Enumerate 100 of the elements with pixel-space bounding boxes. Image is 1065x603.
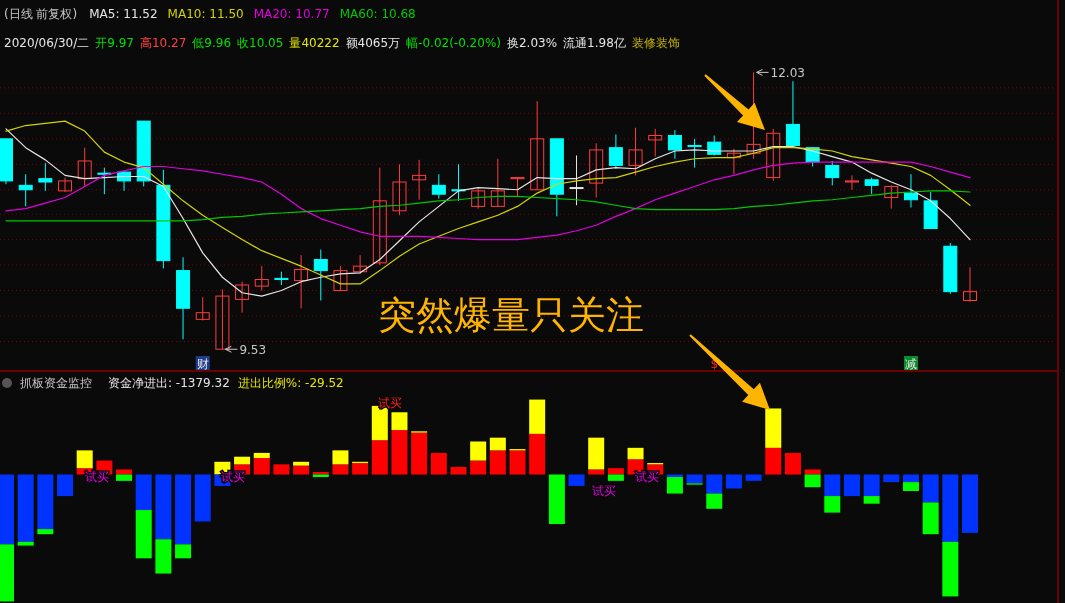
bar bbox=[804, 469, 821, 475]
candlestick bbox=[490, 158, 505, 207]
candlestick bbox=[195, 296, 210, 321]
candlestick bbox=[628, 127, 643, 176]
candlestick bbox=[392, 163, 407, 216]
bar bbox=[352, 463, 369, 475]
bar bbox=[902, 474, 919, 483]
bar bbox=[863, 474, 880, 497]
candlestick bbox=[844, 174, 859, 191]
bar bbox=[332, 464, 349, 475]
bar bbox=[627, 447, 644, 460]
bar bbox=[489, 437, 506, 451]
bar bbox=[686, 474, 703, 484]
bar bbox=[135, 474, 152, 511]
bar bbox=[293, 461, 310, 466]
candlestick bbox=[18, 173, 33, 207]
bar bbox=[509, 450, 526, 475]
text: MA5: 11.52 bbox=[89, 7, 158, 21]
bar bbox=[922, 502, 939, 535]
bar bbox=[135, 510, 152, 559]
candlestick bbox=[648, 128, 663, 158]
candlestick bbox=[766, 128, 781, 182]
text: 资金净进出: -1379.32 bbox=[108, 376, 230, 390]
annotation: 试买 bbox=[592, 484, 616, 498]
bar bbox=[725, 474, 742, 489]
bar bbox=[883, 474, 900, 483]
bar bbox=[76, 450, 93, 469]
bar bbox=[293, 465, 310, 475]
text: MA20: 10.77 bbox=[253, 7, 330, 21]
candlestick bbox=[726, 148, 741, 175]
text: 额4065万 bbox=[345, 36, 401, 50]
bar bbox=[588, 437, 605, 470]
bar bbox=[607, 474, 624, 481]
text: 幅-0.02(-0.20%) bbox=[406, 36, 501, 50]
bar bbox=[175, 474, 192, 545]
candlestick bbox=[235, 281, 250, 314]
annotation: 12.03 bbox=[770, 66, 805, 81]
bar bbox=[784, 452, 801, 475]
text: 高10.27 bbox=[139, 36, 187, 50]
bar bbox=[37, 474, 54, 530]
bar bbox=[155, 474, 172, 540]
bar bbox=[391, 412, 408, 431]
text: 进出比例%: -29.52 bbox=[237, 376, 344, 390]
bar bbox=[902, 482, 919, 492]
candlestick bbox=[372, 167, 387, 266]
candlestick bbox=[825, 160, 840, 186]
bar bbox=[706, 474, 723, 494]
bar bbox=[824, 474, 841, 497]
bar bbox=[253, 452, 270, 458]
candlestick bbox=[884, 184, 899, 210]
bar bbox=[234, 456, 251, 465]
text: 装修装饰 bbox=[631, 36, 680, 50]
bar bbox=[116, 474, 133, 481]
bar bbox=[371, 440, 388, 475]
bar bbox=[607, 468, 624, 475]
candlestick bbox=[530, 100, 545, 191]
chart-title: 抓板资金监控 bbox=[20, 376, 92, 390]
candlestick bbox=[353, 254, 368, 275]
candlestick bbox=[254, 265, 269, 292]
candlestick bbox=[569, 154, 584, 206]
candlestick bbox=[313, 249, 328, 302]
bar bbox=[824, 496, 841, 513]
text: MA10: 11.50 bbox=[167, 7, 244, 21]
candlestick bbox=[903, 173, 918, 208]
bar bbox=[57, 474, 74, 497]
candlestick bbox=[333, 265, 348, 292]
candlestick bbox=[77, 147, 92, 187]
bar bbox=[529, 433, 546, 475]
bar bbox=[430, 452, 447, 475]
bar bbox=[17, 474, 34, 542]
text: 2020/06/30/二 bbox=[4, 36, 90, 50]
bar bbox=[194, 474, 211, 522]
text: MA60: 10.68 bbox=[339, 7, 416, 21]
candlestick bbox=[510, 177, 525, 197]
candlestick bbox=[589, 142, 604, 199]
annotation: 突然爆量只关注 bbox=[378, 293, 644, 337]
text: 量40222 bbox=[289, 36, 340, 50]
bar bbox=[962, 474, 978, 533]
bar bbox=[391, 430, 408, 475]
text: 开9.97 bbox=[95, 36, 134, 50]
bar bbox=[706, 493, 723, 509]
candlestick bbox=[294, 254, 309, 309]
chart-title: (日线 前复权) bbox=[4, 7, 78, 21]
bar bbox=[765, 408, 782, 448]
bar bbox=[843, 474, 860, 497]
bar bbox=[548, 474, 565, 525]
bar bbox=[116, 469, 133, 475]
text: 财 bbox=[196, 357, 209, 371]
bar bbox=[175, 544, 192, 559]
bar bbox=[273, 464, 290, 475]
text: 减 bbox=[904, 357, 917, 371]
bar bbox=[922, 474, 939, 503]
bar bbox=[253, 457, 270, 475]
candlestick bbox=[215, 288, 230, 350]
candlestick bbox=[58, 177, 73, 193]
bar bbox=[588, 469, 605, 475]
bar bbox=[470, 441, 487, 461]
bar bbox=[411, 432, 428, 475]
candlestick bbox=[608, 133, 623, 170]
bar bbox=[332, 450, 349, 465]
